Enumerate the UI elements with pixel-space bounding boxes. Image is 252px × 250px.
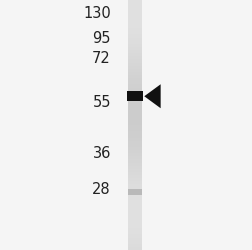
- Bar: [128, 202, 142, 206]
- Bar: [128, 231, 142, 234]
- Bar: [128, 74, 142, 78]
- Text: 72: 72: [92, 51, 111, 66]
- Bar: [128, 246, 142, 250]
- Bar: [128, 68, 142, 72]
- Bar: [128, 34, 142, 38]
- Bar: [128, 46, 142, 50]
- Bar: [128, 12, 142, 16]
- Text: 36: 36: [92, 146, 111, 161]
- Bar: [128, 146, 142, 150]
- Bar: [128, 134, 142, 138]
- Bar: [128, 190, 142, 194]
- Bar: [128, 28, 142, 31]
- Polygon shape: [144, 84, 161, 108]
- Bar: [128, 156, 142, 160]
- Bar: [128, 193, 142, 197]
- Bar: [128, 81, 142, 84]
- Bar: [128, 152, 142, 156]
- Bar: [128, 96, 142, 100]
- Bar: [128, 243, 142, 247]
- Bar: [128, 0, 142, 250]
- Text: 28: 28: [92, 182, 111, 198]
- Bar: [128, 106, 142, 110]
- Bar: [128, 131, 142, 134]
- Bar: [128, 140, 142, 144]
- Bar: [128, 212, 142, 216]
- Bar: [128, 9, 142, 12]
- Bar: [128, 174, 142, 178]
- Text: 130: 130: [83, 6, 111, 21]
- Bar: [128, 228, 142, 231]
- Bar: [128, 137, 142, 140]
- Bar: [128, 90, 142, 94]
- Bar: [128, 43, 142, 47]
- Bar: [128, 112, 142, 116]
- Bar: [128, 109, 142, 112]
- Bar: [128, 187, 142, 190]
- Bar: [128, 172, 142, 175]
- Bar: [128, 6, 142, 9]
- Bar: [128, 100, 142, 103]
- Bar: [128, 240, 142, 244]
- Bar: [128, 234, 142, 237]
- Bar: [128, 196, 142, 200]
- Bar: [128, 118, 142, 122]
- Bar: [128, 22, 142, 25]
- Bar: [128, 0, 142, 3]
- Bar: [128, 215, 142, 219]
- Bar: [127, 91, 143, 101]
- Bar: [128, 62, 142, 66]
- Bar: [128, 162, 142, 166]
- Bar: [128, 237, 142, 240]
- Bar: [128, 65, 142, 69]
- Bar: [128, 200, 142, 203]
- Bar: [128, 72, 142, 75]
- Bar: [128, 24, 142, 28]
- Bar: [128, 178, 142, 181]
- Bar: [128, 189, 142, 195]
- Text: 55: 55: [92, 95, 111, 110]
- Bar: [128, 184, 142, 188]
- Bar: [128, 115, 142, 119]
- Bar: [128, 128, 142, 131]
- Bar: [128, 165, 142, 169]
- Bar: [128, 150, 142, 153]
- Bar: [128, 56, 142, 59]
- Bar: [128, 2, 142, 6]
- Bar: [128, 218, 142, 222]
- Bar: [128, 87, 142, 90]
- Bar: [128, 181, 142, 184]
- Bar: [128, 206, 142, 210]
- Bar: [128, 143, 142, 147]
- Bar: [128, 93, 142, 97]
- Text: 95: 95: [92, 31, 111, 46]
- Bar: [128, 122, 142, 125]
- Bar: [128, 18, 142, 22]
- Bar: [128, 59, 142, 62]
- Bar: [128, 40, 142, 44]
- Bar: [128, 78, 142, 81]
- Bar: [128, 224, 142, 228]
- Bar: [128, 159, 142, 162]
- Bar: [128, 102, 142, 106]
- Bar: [128, 53, 142, 56]
- Bar: [128, 124, 142, 128]
- Bar: [128, 168, 142, 172]
- Bar: [128, 222, 142, 225]
- Bar: [128, 31, 142, 34]
- Bar: [128, 209, 142, 212]
- Bar: [128, 37, 142, 40]
- Bar: [128, 50, 142, 53]
- Bar: [128, 15, 142, 19]
- Bar: [128, 84, 142, 87]
